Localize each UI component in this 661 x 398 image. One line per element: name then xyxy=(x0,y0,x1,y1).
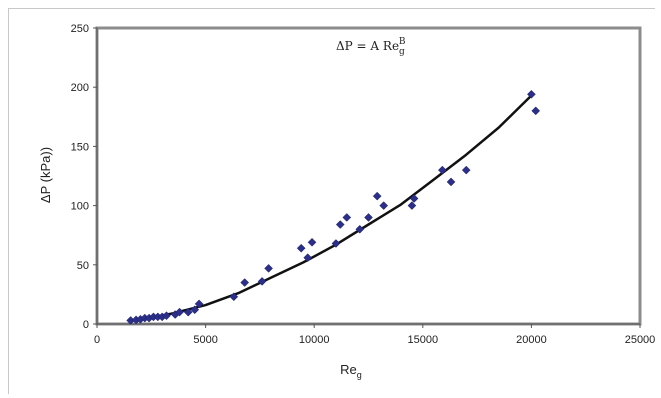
y-tick-label: 150 xyxy=(71,141,89,153)
data-point xyxy=(190,305,200,315)
equation-annotation: ΔP = A RegB xyxy=(336,37,406,57)
data-point xyxy=(194,299,204,309)
data-points-layer xyxy=(126,89,541,325)
data-point xyxy=(175,307,184,317)
data-point xyxy=(342,213,352,222)
x-tick-label: 25000 xyxy=(625,334,656,346)
chart-frame xyxy=(8,8,655,394)
x-tick-label: 10000 xyxy=(299,334,330,346)
data-point xyxy=(229,292,239,302)
x-axis-title: Reg xyxy=(340,362,362,380)
data-point xyxy=(437,165,447,175)
y-tick-label: 100 xyxy=(71,201,89,213)
data-point xyxy=(183,307,193,317)
data-point xyxy=(527,89,536,99)
x-tick-label: 5000 xyxy=(193,334,217,346)
data-point xyxy=(355,224,365,234)
data-point xyxy=(264,263,273,273)
data-point xyxy=(364,213,373,222)
y-tick-label: 250 xyxy=(71,23,89,35)
x-tick-label: 20000 xyxy=(516,334,547,346)
data-point xyxy=(257,277,267,286)
data-point xyxy=(240,278,250,287)
data-point xyxy=(335,220,345,229)
data-point xyxy=(379,201,389,210)
data-point xyxy=(446,177,456,187)
data-point xyxy=(303,253,313,263)
data-point xyxy=(531,106,541,116)
y-axis-title: ΔP (kPa)) xyxy=(38,147,53,203)
x-tick-label: 15000 xyxy=(408,334,439,346)
data-point xyxy=(307,237,317,247)
data-point xyxy=(409,194,419,203)
data-point xyxy=(331,239,341,248)
x-axis: 0 5000 10000 15000 20000 25000 xyxy=(94,323,656,346)
y-tick-label: 0 xyxy=(83,319,89,331)
data-point xyxy=(461,165,471,175)
data-point xyxy=(162,311,171,321)
y-axis: 0 50 100 150 200 250 xyxy=(71,23,98,331)
x-tick-label: 0 xyxy=(94,334,100,346)
plot-area xyxy=(95,26,642,326)
y-tick-label: 50 xyxy=(77,260,89,272)
data-point xyxy=(372,191,382,201)
data-point xyxy=(296,243,306,253)
y-tick-label: 200 xyxy=(71,82,89,94)
data-point xyxy=(407,201,417,210)
